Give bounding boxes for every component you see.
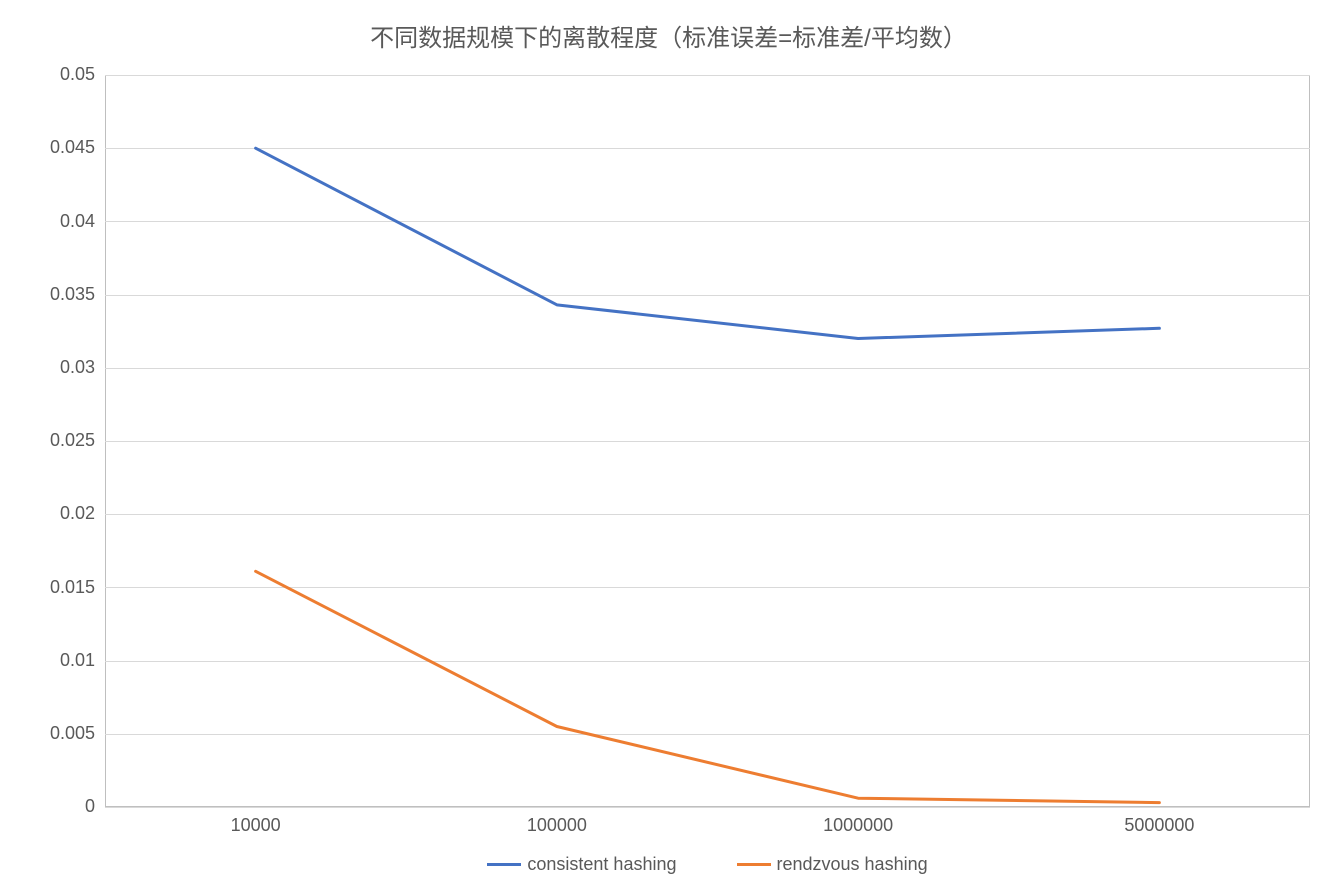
legend-item: consistent hashing <box>487 854 676 875</box>
line-series-layer <box>0 0 1337 891</box>
legend-swatch <box>487 863 521 866</box>
legend-item: rendzvous hashing <box>737 854 928 875</box>
legend-label: rendzvous hashing <box>777 854 928 875</box>
chart-container: 不同数据规模下的离散程度（标准误差=标准差/平均数） 00.0050.010.0… <box>0 0 1337 891</box>
series-line <box>256 571 1160 802</box>
series-line <box>256 148 1160 338</box>
legend-swatch <box>737 863 771 866</box>
legend-label: consistent hashing <box>527 854 676 875</box>
legend: consistent hashing rendzvous hashing <box>105 854 1310 875</box>
